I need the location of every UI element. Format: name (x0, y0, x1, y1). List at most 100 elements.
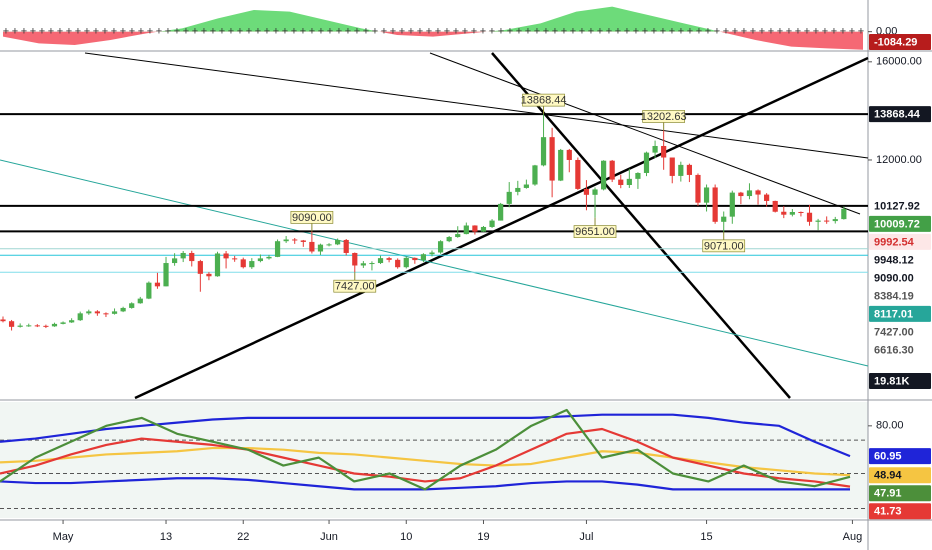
candle-body (746, 190, 753, 197)
zero-marker: + (417, 26, 423, 38)
candle-body (601, 160, 607, 190)
zero-marker: + (723, 26, 729, 38)
price-tag-box (869, 233, 931, 250)
candle-body (472, 225, 478, 232)
y-tick-label: 80.00 (876, 420, 904, 432)
zero-marker: + (120, 26, 126, 38)
price-tag: 10127.92 (869, 197, 931, 214)
candle-body (283, 239, 289, 242)
zero-marker: + (858, 26, 864, 38)
candle-body (566, 149, 572, 160)
zero-marker: + (669, 26, 675, 38)
zero-marker: + (129, 26, 135, 38)
price-tag-label: -1084.29 (874, 36, 917, 48)
zero-marker: + (48, 26, 54, 38)
price-tag-box (869, 485, 931, 502)
zero-marker: + (687, 26, 693, 38)
candle-body (686, 164, 692, 175)
candle-body (772, 200, 778, 212)
indicator-line (0, 427, 851, 488)
candle-body (137, 298, 143, 304)
zero-marker: + (381, 26, 387, 38)
candle-body (583, 188, 590, 195)
candle-body (540, 137, 547, 166)
zero-marker: + (588, 26, 594, 38)
zero-marker: + (678, 26, 684, 38)
candle-body (669, 157, 675, 176)
candle-body (755, 190, 761, 195)
candle-body (0, 319, 6, 322)
zero-marker: + (606, 26, 612, 38)
candle-body (214, 253, 221, 277)
x-tick-label: May (53, 531, 74, 543)
zero-marker: + (39, 26, 45, 38)
annotation-box (702, 239, 746, 253)
zero-marker: + (795, 26, 801, 38)
candle-body (292, 239, 298, 241)
candle-body (420, 254, 427, 261)
annotation-label: 13868.44 (521, 95, 567, 107)
candle-body (240, 259, 246, 268)
indicator-line (0, 446, 851, 477)
candle-body (798, 211, 804, 213)
candle-body (635, 172, 641, 179)
candle-body (626, 178, 632, 186)
zero-marker: + (786, 26, 792, 38)
zero-marker: + (831, 26, 837, 38)
zero-marker: + (813, 26, 819, 38)
price-tag-label: 41.73 (874, 506, 902, 518)
zero-marker: + (615, 26, 621, 38)
price-tag-label: 13868.44 (874, 109, 921, 121)
candle-body (103, 313, 109, 315)
trend-line (84, 52, 869, 159)
trend-line (0, 159, 869, 367)
zero-marker: + (471, 26, 477, 38)
zero-marker: + (543, 26, 549, 38)
x-tick-label: Jun (320, 531, 338, 543)
candle-body (764, 194, 770, 201)
candle-body (429, 252, 435, 255)
zero-marker: + (714, 26, 720, 38)
price-tag-box (869, 305, 931, 322)
y-tick-label: 16000.00 (876, 56, 922, 68)
price-tag-label: 47.91 (874, 488, 902, 500)
price-tag-box (869, 269, 931, 286)
candle-body (781, 211, 787, 215)
candle-body (661, 145, 667, 158)
indicator-line (0, 413, 851, 458)
price-tag-label: 8117.01 (874, 308, 913, 320)
zero-marker: + (453, 26, 459, 38)
zero-marker: + (138, 26, 144, 38)
candle-body (206, 273, 212, 277)
candle-body (455, 234, 461, 238)
zero-marker: + (498, 26, 504, 38)
zero-marker: + (237, 26, 243, 38)
annotation-label: 9071.00 (704, 240, 744, 252)
candle-body (189, 252, 195, 262)
candle-body (549, 137, 555, 181)
price-tag-label: 9992.54 (874, 236, 915, 248)
annotation-box (522, 93, 565, 107)
trend-line (491, 52, 791, 399)
price-tag-box (869, 106, 931, 123)
price-tag: 60.95 (869, 448, 931, 465)
x-tick-label: 13 (160, 531, 172, 543)
x-tick-label: Jul (579, 531, 593, 543)
candle-body (721, 216, 727, 222)
x-tick-label: 19 (477, 531, 489, 543)
indicator-line (0, 408, 851, 491)
candle-body (738, 192, 744, 197)
candle-body (343, 239, 349, 253)
candle-body (34, 325, 40, 327)
candle-body (815, 220, 821, 222)
candle-body (94, 311, 100, 314)
zero-marker: + (183, 26, 189, 38)
zero-marker: + (93, 26, 99, 38)
zero-marker: + (111, 26, 117, 38)
zero-marker: + (435, 26, 441, 38)
price-tag: 8384.19 (869, 287, 931, 304)
candle-body (51, 323, 58, 327)
zero-marker: + (777, 26, 783, 38)
candle-body (223, 253, 229, 259)
candle-body (146, 282, 152, 299)
